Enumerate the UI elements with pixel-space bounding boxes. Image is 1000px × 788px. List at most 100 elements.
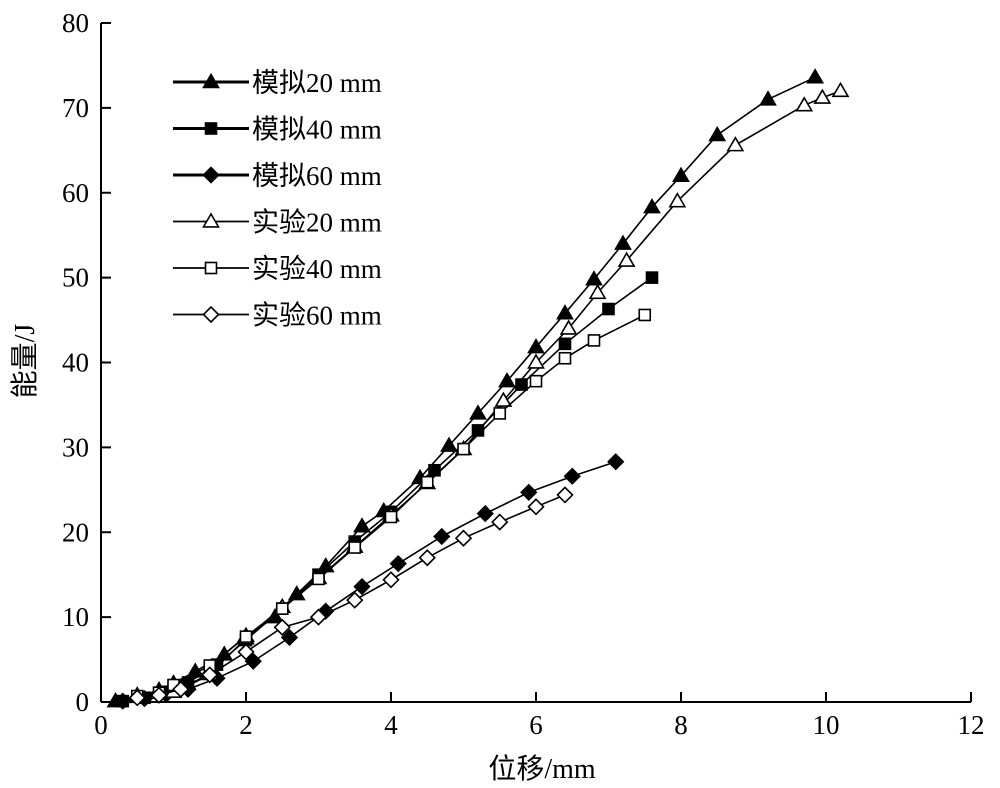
data-point xyxy=(428,463,441,477)
data-point xyxy=(440,436,458,452)
data-point xyxy=(558,337,572,351)
y-tick-label: 50 xyxy=(62,263,89,293)
data-point xyxy=(353,517,371,533)
data-point xyxy=(585,270,603,286)
legend-marker xyxy=(202,166,220,184)
data-point xyxy=(806,68,825,84)
x-tick-label: 0 xyxy=(94,710,108,740)
data-point xyxy=(617,251,636,267)
series-line xyxy=(137,314,646,697)
data-point xyxy=(418,549,436,567)
data-point xyxy=(493,407,507,420)
data-point xyxy=(520,483,538,501)
x-tick-label: 4 xyxy=(384,710,398,740)
x-axis-title: 位移/mm xyxy=(488,753,596,785)
data-point xyxy=(491,513,509,531)
data-point xyxy=(172,680,190,698)
legend-marker xyxy=(202,212,220,228)
data-point xyxy=(201,666,219,684)
data-point xyxy=(726,136,745,152)
data-point xyxy=(309,608,328,626)
data-point xyxy=(602,302,615,316)
data-point xyxy=(672,166,690,182)
data-point xyxy=(433,527,451,546)
data-point xyxy=(559,319,578,335)
y-tick-label: 10 xyxy=(62,602,89,632)
x-tick-label: 2 xyxy=(239,710,253,740)
x-tick-label: 10 xyxy=(813,710,840,740)
series-layer xyxy=(106,68,850,710)
data-point xyxy=(831,81,850,98)
data-point xyxy=(529,374,543,388)
legend-marker xyxy=(202,72,220,89)
legend-label: 实验60 mm xyxy=(252,301,382,331)
y-tick-label: 30 xyxy=(62,432,89,462)
y-tick-label: 80 xyxy=(62,8,89,38)
legend-item: 模拟60 mm xyxy=(173,161,382,191)
legend-item: 模拟40 mm xyxy=(173,115,382,145)
data-point xyxy=(457,442,470,456)
data-point xyxy=(239,630,253,643)
y-axis-title: 能量/J xyxy=(9,324,41,399)
data-point xyxy=(244,652,262,670)
data-point xyxy=(389,555,407,573)
y-tick-label: 60 xyxy=(62,178,89,208)
data-point xyxy=(638,308,652,322)
data-point xyxy=(353,577,371,596)
data-point xyxy=(645,271,659,284)
series-5 xyxy=(130,308,652,703)
data-point xyxy=(346,591,364,609)
data-point xyxy=(759,90,777,106)
series-2 xyxy=(116,271,659,708)
series-line xyxy=(137,90,841,696)
x-tick-label: 8 xyxy=(674,710,688,740)
x-tick-label: 12 xyxy=(958,710,985,740)
data-point xyxy=(469,404,487,420)
legend-marker xyxy=(202,305,220,324)
legend-marker xyxy=(204,261,218,275)
y-tick-label: 70 xyxy=(62,93,89,123)
data-point xyxy=(348,541,362,554)
data-point xyxy=(813,88,832,104)
legend-label: 模拟20 mm xyxy=(252,68,382,98)
data-point xyxy=(643,198,661,214)
data-point xyxy=(668,192,687,208)
y-tick-label: 20 xyxy=(62,517,89,547)
data-point xyxy=(420,475,434,489)
legend: 模拟20 mm 模拟40 mm 模拟60 mm 实验20 mm 实验40 mm 实验60 … xyxy=(173,68,382,331)
data-point xyxy=(454,529,473,547)
data-point xyxy=(382,571,400,589)
legend-label: 实验40 mm xyxy=(252,254,382,284)
data-point xyxy=(563,467,581,485)
data-point xyxy=(527,338,545,354)
data-point xyxy=(498,372,516,388)
data-point xyxy=(384,510,398,524)
data-point xyxy=(795,96,814,112)
data-point xyxy=(588,283,607,300)
data-point xyxy=(556,304,574,320)
series-6 xyxy=(128,486,574,707)
legend-label: 模拟60 mm xyxy=(252,161,382,191)
series-line xyxy=(115,76,816,702)
legend-marker xyxy=(204,122,218,135)
y-tick-label: 40 xyxy=(62,348,89,378)
data-point xyxy=(273,618,291,636)
data-point xyxy=(556,486,574,504)
data-point xyxy=(558,351,572,365)
data-point xyxy=(494,391,513,407)
legend-item: 实验20 mm xyxy=(173,208,382,238)
data-point xyxy=(607,453,625,471)
data-point xyxy=(150,686,168,704)
data-point xyxy=(476,504,494,523)
series-line xyxy=(122,276,653,702)
data-point xyxy=(280,628,299,647)
data-point xyxy=(312,572,325,586)
data-point xyxy=(114,692,132,710)
data-point xyxy=(237,643,255,661)
legend-label: 实验20 mm xyxy=(252,208,382,238)
legend-item: 实验40 mm xyxy=(173,254,382,284)
axes: 0 2 4 6 8 10 12 0 10 20 30 40 50 60 70 80 xyxy=(62,8,985,740)
x-tick-label: 6 xyxy=(529,710,543,740)
data-point xyxy=(527,353,545,369)
